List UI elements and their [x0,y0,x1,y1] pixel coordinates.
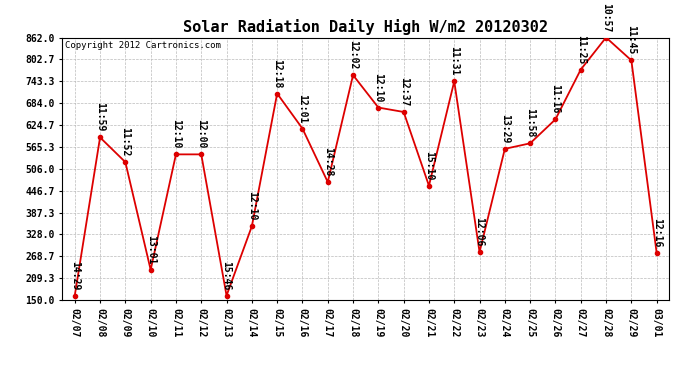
Text: 15:46: 15:46 [221,261,232,290]
Title: Solar Radiation Daily High W/m2 20120302: Solar Radiation Daily High W/m2 20120302 [184,19,548,35]
Text: 15:10: 15:10 [424,151,434,180]
Text: 11:31: 11:31 [449,46,460,76]
Text: 13:29: 13:29 [500,114,510,143]
Text: 11:58: 11:58 [525,108,535,138]
Text: 12:18: 12:18 [272,58,282,88]
Text: 12:10: 12:10 [247,191,257,221]
Text: 14:29: 14:29 [70,261,80,290]
Text: 11:25: 11:25 [575,34,586,64]
Text: 11:16: 11:16 [551,84,560,114]
Text: 12:10: 12:10 [171,120,181,149]
Text: 11:52: 11:52 [120,127,130,156]
Text: 10:57: 10:57 [601,3,611,32]
Text: 11:45: 11:45 [627,26,636,55]
Text: 12:01: 12:01 [297,94,308,123]
Text: 14:28: 14:28 [323,147,333,177]
Text: 12:16: 12:16 [651,218,662,247]
Text: 12:10: 12:10 [373,73,384,102]
Text: 13:01: 13:01 [146,235,156,264]
Text: 11:59: 11:59 [95,102,105,132]
Text: 12:02: 12:02 [348,40,358,69]
Text: 12:37: 12:37 [399,77,408,106]
Text: 12:06: 12:06 [475,217,484,246]
Text: 12:00: 12:00 [196,120,206,149]
Text: Copyright 2012 Cartronics.com: Copyright 2012 Cartronics.com [65,42,221,51]
